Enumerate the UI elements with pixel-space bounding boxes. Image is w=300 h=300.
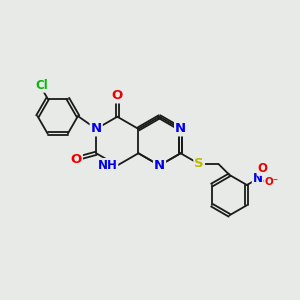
- Text: N: N: [154, 159, 165, 172]
- Text: O: O: [257, 162, 268, 175]
- Text: O: O: [71, 153, 82, 166]
- Text: N: N: [253, 172, 263, 185]
- Text: N: N: [175, 122, 186, 135]
- Text: S: S: [194, 158, 204, 170]
- Text: Cl: Cl: [36, 79, 48, 92]
- Text: NH: NH: [98, 159, 117, 172]
- Text: N: N: [91, 122, 102, 135]
- Text: O⁻: O⁻: [265, 177, 279, 187]
- Text: O: O: [112, 89, 123, 102]
